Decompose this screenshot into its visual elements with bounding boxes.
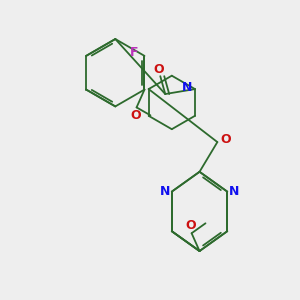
Text: N: N	[160, 185, 170, 198]
Text: O: O	[185, 219, 196, 232]
Text: O: O	[130, 109, 141, 122]
Text: N: N	[182, 81, 192, 94]
Text: O: O	[153, 63, 164, 76]
Text: O: O	[220, 133, 231, 146]
Text: F: F	[130, 46, 139, 59]
Text: N: N	[229, 185, 239, 198]
